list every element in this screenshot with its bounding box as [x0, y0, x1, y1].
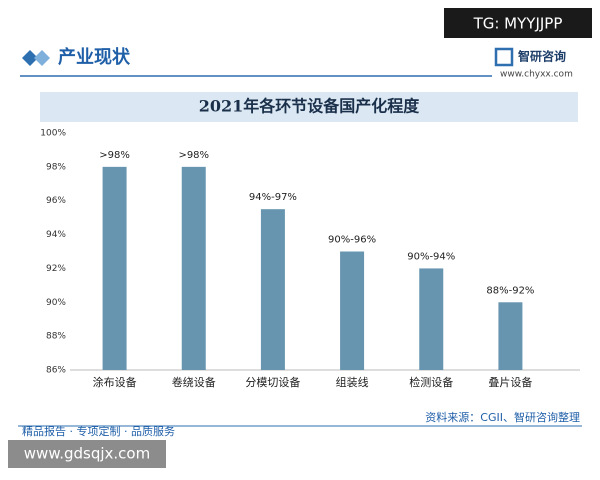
y-tick-label: 92%	[46, 264, 66, 274]
footer-slogan: 精品报告 · 专项定制 · 品质服务	[22, 424, 175, 438]
bar	[340, 251, 365, 370]
y-tick-label: 94%	[46, 230, 66, 240]
source-note: 资料来源：CGII、智研咨询整理	[425, 410, 580, 424]
value-label: 88%-92%	[486, 285, 534, 296]
bar	[181, 166, 206, 370]
y-tick-label: 88%	[46, 332, 66, 342]
bar	[498, 302, 523, 370]
section-title: 产业现状	[58, 46, 131, 68]
diamond-icon	[34, 50, 50, 66]
bar	[260, 209, 285, 370]
x-tick-label: 分模切设备	[245, 375, 300, 389]
watermark-box	[444, 8, 592, 38]
chart-title: 2021年各环节设备国产化程度	[199, 97, 421, 116]
x-tick-label: 检测设备	[409, 375, 453, 389]
value-label: 94%-97%	[249, 192, 297, 203]
value-label: 90%-94%	[407, 251, 455, 262]
value-label: >98%	[178, 150, 209, 161]
watermark-bottom-box	[8, 440, 166, 468]
value-label: 90%-96%	[328, 235, 376, 246]
bar	[419, 268, 444, 370]
brand-logo	[494, 47, 514, 67]
y-tick-label: 86%	[46, 366, 66, 376]
x-tick-label: 涂布设备	[93, 375, 137, 389]
brand-url: www.chyxx.com	[500, 70, 573, 80]
x-tick-label: 叠片设备	[488, 375, 532, 389]
title-bar	[40, 92, 578, 122]
watermark-bottom: www.gdsqjx.com	[24, 445, 150, 463]
diamond-icon	[22, 50, 38, 66]
value-label: >98%	[99, 150, 130, 161]
y-tick-label: 96%	[46, 196, 66, 206]
x-tick-label: 卷绕设备	[172, 375, 216, 389]
y-tick-label: 90%	[46, 298, 66, 308]
bar	[102, 166, 127, 370]
x-tick-label: 组装线	[336, 375, 369, 389]
watermark-top: TG: MYYJJPP	[473, 15, 563, 33]
y-tick-label: 98%	[46, 162, 66, 172]
brand-name: 智研咨询	[517, 49, 566, 64]
y-tick-label: 100%	[40, 129, 66, 139]
